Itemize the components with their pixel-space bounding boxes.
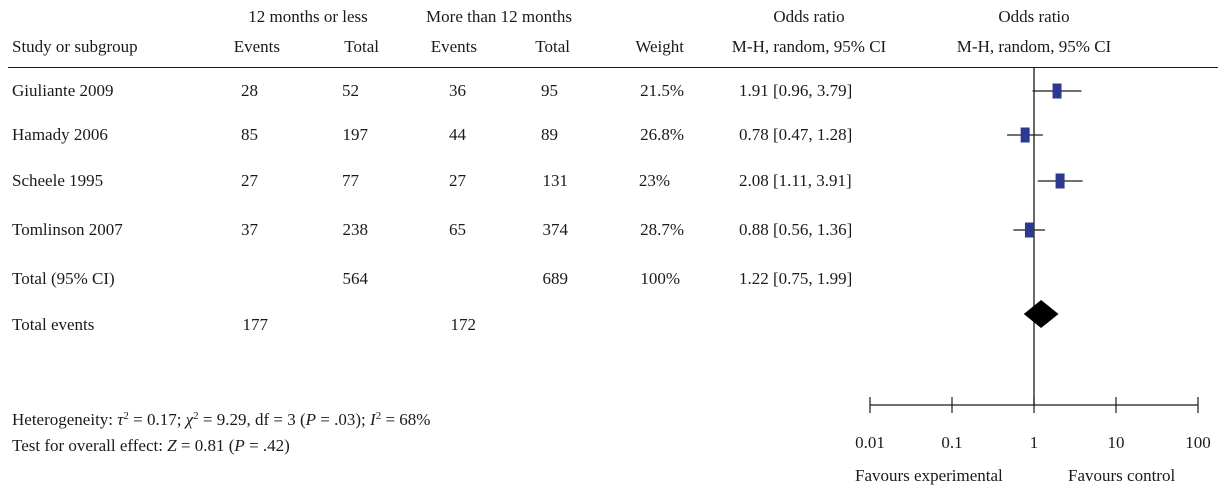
overall-effect-note: Test for overall effect: Z = 0.81 (P = .…: [12, 436, 290, 455]
exp-total: 77: [342, 171, 359, 190]
exp-total: 238: [342, 220, 369, 239]
exp-total: 197: [342, 125, 369, 144]
pooled-diamond: [1023, 300, 1059, 328]
group-control-header: More than 12 months: [426, 7, 572, 26]
ctrl-events: 172: [450, 315, 477, 334]
weight-value: 21.5%: [640, 81, 684, 100]
group-experimental-header: 12 months or less: [248, 7, 368, 26]
ctrl-events: 65: [449, 220, 466, 239]
ctrl-total: 374: [542, 220, 569, 239]
weight-value: 100%: [640, 269, 680, 288]
or-ci-value: 0.88 [0.56, 1.36]: [739, 220, 853, 239]
ctrl-events: 44: [449, 125, 466, 144]
favours-control-label: Favours control: [1068, 466, 1176, 485]
exp-total-header: Total: [344, 37, 379, 56]
tick-label: 10: [1107, 433, 1125, 452]
weight-header: Weight: [635, 37, 684, 56]
ctrl-total: 89: [541, 125, 558, 144]
total-label: Total (95% CI): [12, 269, 115, 288]
weight-value: 26.8%: [640, 125, 684, 144]
study-name: Giuliante 2009: [12, 81, 114, 100]
plot-column-title: Odds ratio: [998, 7, 1070, 26]
weight-value: 28.7%: [640, 220, 684, 239]
plot-method-header: M-H, random, 95% CI: [956, 37, 1112, 56]
exp-events-header: Events: [233, 37, 280, 56]
exp-total: 564: [342, 269, 369, 288]
exp-events: 37: [241, 220, 258, 239]
ctrl-total-header: Total: [535, 37, 570, 56]
or-ci-value: 1.91 [0.96, 3.79]: [739, 81, 853, 100]
header-rule: [8, 67, 1218, 68]
or-ci-value: 2.08 [1.11, 3.91]: [739, 171, 852, 190]
study-column-header: Study or subgroup: [12, 37, 138, 56]
study-marker: [1055, 173, 1065, 189]
total-events-label: Total events: [12, 315, 95, 334]
exp-total: 52: [342, 81, 359, 100]
weight-value: 23%: [638, 171, 670, 190]
ctrl-total: 689: [542, 269, 569, 288]
study-name: Scheele 1995: [12, 171, 104, 190]
heterogeneity-note: Heterogeneity: τ² = 0.17; χ² = 9.29, df …: [12, 410, 431, 429]
ctrl-total: 95: [541, 81, 558, 100]
or-method-header: M-H, random, 95% CI: [731, 37, 887, 56]
exp-events: 28: [241, 81, 258, 100]
or-ci-value: 0.78 [0.47, 1.28]: [739, 125, 853, 144]
or-column-title: Odds ratio: [773, 7, 845, 26]
ctrl-events-header: Events: [430, 37, 477, 56]
exp-events: 85: [241, 125, 258, 144]
exp-events: 27: [241, 171, 258, 190]
exp-events: 177: [242, 315, 269, 334]
tick-label: 0.1: [941, 433, 963, 452]
tick-label: 100: [1185, 433, 1211, 452]
study-name: Tomlinson 2007: [12, 220, 123, 239]
tick-label: 1: [1029, 433, 1039, 452]
study-marker: [1052, 83, 1062, 99]
ctrl-total: 131: [542, 171, 569, 190]
ctrl-events: 36: [449, 81, 466, 100]
study-name: Hamady 2006: [12, 125, 108, 144]
study-marker: [1020, 127, 1030, 143]
tick-label: 0.01: [855, 433, 885, 452]
ctrl-events: 27: [449, 171, 466, 190]
or-ci-value: 1.22 [0.75, 1.99]: [739, 269, 853, 288]
study-marker: [1024, 222, 1034, 238]
favours-experimental-label: Favours experimental: [855, 466, 1003, 485]
